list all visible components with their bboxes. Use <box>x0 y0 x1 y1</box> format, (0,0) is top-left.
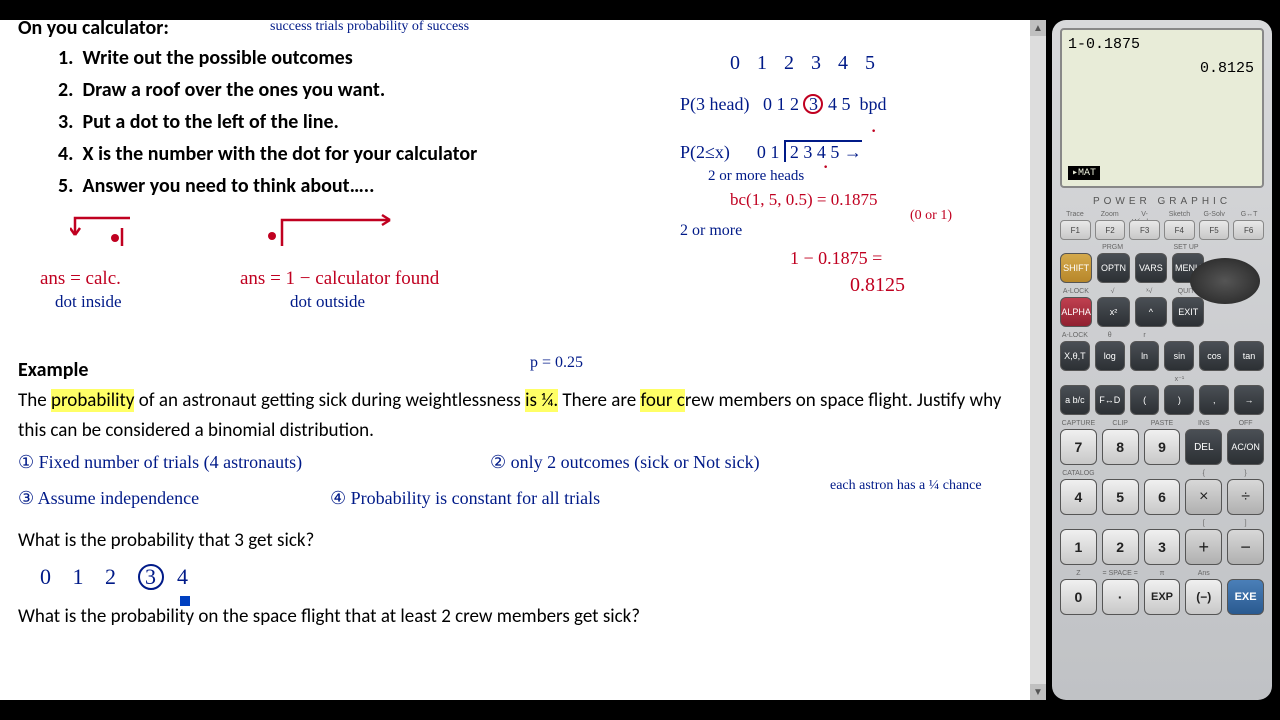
key-sin[interactable]: sin <box>1164 341 1194 371</box>
scroll-down-icon[interactable]: ▼ <box>1030 684 1046 700</box>
annot-bc: bc(1, 5, 0.5) = 0.1875 <box>730 190 877 210</box>
key-plus[interactable]: + <box>1185 529 1222 565</box>
annot-top-blue: success trials probability of success <box>270 20 470 34</box>
question-3: What is the probability on the space fli… <box>18 602 1018 632</box>
annot-cond4: ④ Probability is constant for all trials <box>330 488 600 509</box>
key-6[interactable]: 6 <box>1144 479 1181 515</box>
key-ln[interactable]: ln <box>1130 341 1160 371</box>
key-0[interactable]: 0 <box>1060 579 1097 615</box>
key-arrow[interactable]: → <box>1234 385 1264 415</box>
annot-blue-right: dot outside <box>290 292 365 312</box>
key-lparen[interactable]: ( <box>1130 385 1160 415</box>
key-2[interactable]: 2 <box>1102 529 1139 565</box>
annot-blue-left: dot inside <box>55 292 122 312</box>
key-x2[interactable]: x² <box>1097 297 1129 327</box>
key-comma[interactable]: , <box>1199 385 1229 415</box>
key-3[interactable]: 3 <box>1144 529 1181 565</box>
key-5[interactable]: 5 <box>1102 479 1139 515</box>
document-pane: On you calculator: 1. Write out the poss… <box>0 20 1030 700</box>
key-xthetat[interactable]: X,θ,T <box>1060 341 1090 371</box>
doc-scrollbar[interactable]: ▲ ▼ <box>1030 20 1046 700</box>
key-pow[interactable]: ^ <box>1135 297 1167 327</box>
screen-mode: ▸MAT <box>1068 166 1100 180</box>
calculator: 1-0.1875 0.8125 ▸MAT POWER GRAPHIC Trace… <box>1052 20 1272 700</box>
key-minus[interactable]: − <box>1227 529 1264 565</box>
example-heading: Example <box>18 358 89 382</box>
key-log[interactable]: log <box>1095 341 1125 371</box>
key-optn[interactable]: OPTN <box>1097 253 1129 283</box>
annot-cond2: ② only 2 outcomes (sick or Not sick) <box>490 452 760 473</box>
red-dot-1: · <box>870 118 877 144</box>
annot-outcomes: 0 1 2 3 4 5 <box>730 52 881 75</box>
key-shift[interactable]: SHIFT <box>1060 253 1092 283</box>
key-9[interactable]: 9 <box>1144 429 1181 465</box>
annot-2ormore: 2 or more <box>680 222 742 240</box>
f-labels: TraceZoomV-WindowSketchG-SolvG↔T <box>1060 211 1264 219</box>
key-f6[interactable]: F6 <box>1233 220 1264 240</box>
key-cos[interactable]: cos <box>1199 341 1229 371</box>
roof-diagram-left <box>70 210 190 260</box>
key-rparen[interactable]: ) <box>1164 385 1194 415</box>
screen-line-2: 0.8125 <box>1200 60 1254 77</box>
example-paragraph: The probability of an astronaut getting … <box>18 386 1018 446</box>
key-exp[interactable]: EXP <box>1144 579 1181 615</box>
key-exe[interactable]: EXE <box>1227 579 1264 615</box>
annot-p2x-sub: 2 or more heads <box>708 168 804 185</box>
key-tan[interactable]: tan <box>1234 341 1264 371</box>
annot-p025: p = 0.25 <box>530 354 583 372</box>
key-ac[interactable]: AC/ON <box>1227 429 1264 465</box>
scroll-up-icon[interactable]: ▲ <box>1030 20 1046 36</box>
key-7[interactable]: 7 <box>1060 429 1097 465</box>
calc-brand: POWER GRAPHIC <box>1060 196 1264 207</box>
title-cutoff: On you calculator: <box>18 20 1012 40</box>
screen-line-1: 1-0.1875 <box>1068 36 1140 53</box>
question-2: What is the probability that 3 get sick? <box>18 526 1018 556</box>
key-exit[interactable]: EXIT <box>1172 297 1204 327</box>
annot-calc-ans: 0.8125 <box>850 274 905 297</box>
annot-red-right: ans = 1 − calculator found <box>240 268 439 290</box>
key-dot[interactable]: · <box>1102 579 1139 615</box>
annot-cond3: ③ Assume independence <box>18 488 199 509</box>
key-8[interactable]: 8 <box>1102 429 1139 465</box>
annot-red-left: ans = calc. <box>40 268 121 290</box>
annot-p2x: P(2≤x) 0 1 2 3 4 5 → <box>680 142 862 163</box>
key-div[interactable]: ÷ <box>1227 479 1264 515</box>
annot-p3head: P(3 head) 0 1 2 3 4 5 bpd <box>680 94 886 115</box>
roof-diagram-right <box>260 210 410 260</box>
key-abc[interactable]: a b/c <box>1060 385 1090 415</box>
annot-bc-sub: (0 or 1) <box>910 208 952 224</box>
key-f3[interactable]: F3 <box>1129 220 1160 240</box>
key-f1[interactable]: F1 <box>1060 220 1091 240</box>
dpad[interactable] <box>1190 258 1260 304</box>
key-1[interactable]: 1 <box>1060 529 1097 565</box>
key-mul[interactable]: × <box>1185 479 1222 515</box>
key-4[interactable]: 4 <box>1060 479 1097 515</box>
key-del[interactable]: DEL <box>1185 429 1222 465</box>
calc-screen: 1-0.1875 0.8125 ▸MAT <box>1060 28 1264 188</box>
key-f4[interactable]: F4 <box>1164 220 1195 240</box>
key-neg[interactable]: (−) <box>1185 579 1222 615</box>
lbl-r4: A-LOCKθr <box>1060 332 1264 340</box>
key-fd[interactable]: F↔D <box>1095 385 1125 415</box>
red-dot-2: · <box>822 154 829 180</box>
annot-blue-nums: 0 1 2 3 4 <box>40 564 196 590</box>
step-4: 4. X is the number with the dot for your… <box>58 138 1012 170</box>
key-f2[interactable]: F2 <box>1095 220 1126 240</box>
key-alpha[interactable]: ALPHA <box>1060 297 1092 327</box>
annot-cond1: ① Fixed number of trials (4 astronauts) <box>18 452 302 473</box>
f-keys: F1 F2 F3 F4 F5 F6 <box>1060 220 1264 240</box>
key-f5[interactable]: F5 <box>1199 220 1230 240</box>
key-vars[interactable]: VARS <box>1135 253 1167 283</box>
annot-calc-line: 1 − 0.1875 = <box>790 248 882 269</box>
annot-cond4-sub: each astron has a ¼ chance <box>830 478 990 493</box>
